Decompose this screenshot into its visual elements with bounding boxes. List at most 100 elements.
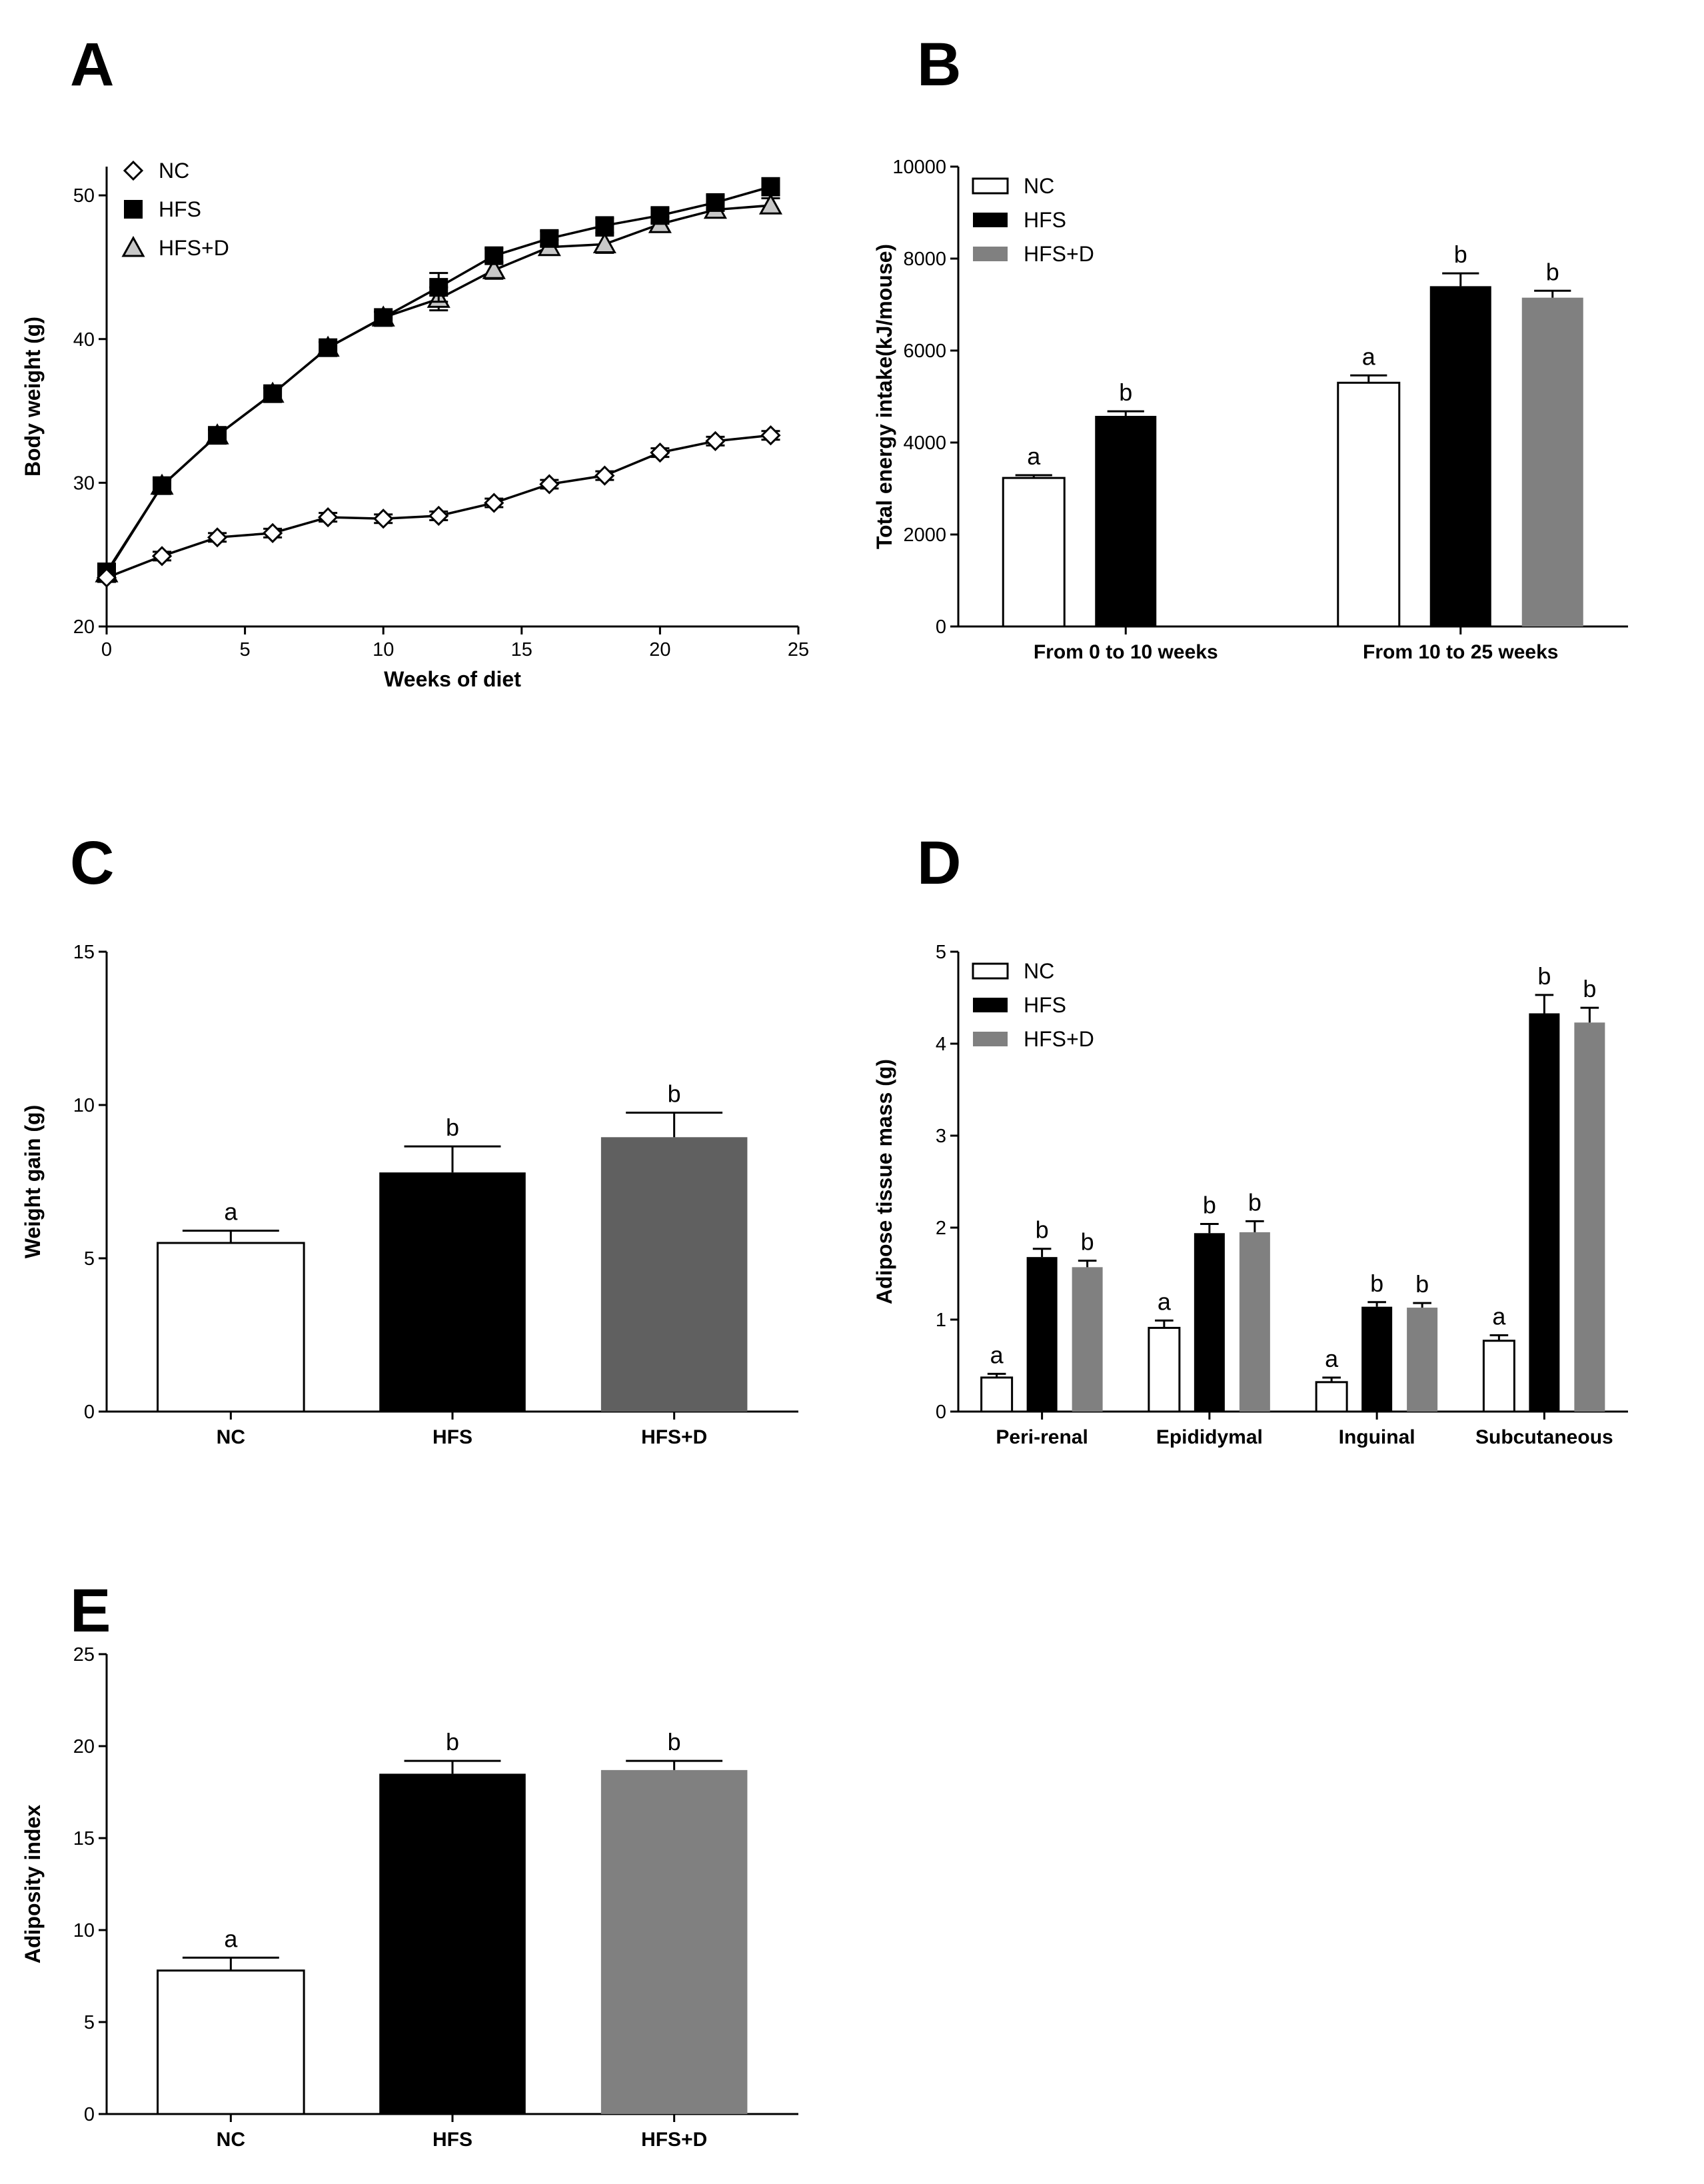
bar-nc-subcutaneous bbox=[1482, 1340, 1515, 1413]
data-point-hfs bbox=[374, 308, 393, 327]
bar-nc-from-10-to-25-weeks bbox=[1337, 381, 1401, 628]
y-tick-label: 4 bbox=[936, 1034, 946, 1055]
significance-label: a bbox=[224, 1198, 238, 1226]
significance-label: a bbox=[224, 1925, 238, 1952]
significance-label: a bbox=[1325, 1345, 1339, 1372]
y-axis-title: Adiposity index bbox=[21, 1805, 45, 1963]
legend-swatch-hfs-d bbox=[973, 247, 1008, 261]
chart-b-energy-intake: 0 2000 4000 6000 8000 10000 Total energy intak… bbox=[872, 157, 1628, 663]
data-point-hfs bbox=[540, 229, 559, 248]
x-category-label: From 0 to 10 weeks bbox=[1034, 641, 1218, 663]
panel-letter-d: D bbox=[917, 829, 961, 897]
legend-swatch-nc bbox=[972, 962, 1009, 980]
bar-hfs-epididymal bbox=[1194, 1233, 1225, 1412]
bar-hfs-d bbox=[600, 1769, 748, 2114]
bar-nc-inguinal bbox=[1315, 1381, 1348, 1413]
x-tick-label: 20 bbox=[649, 639, 670, 660]
bar-hfs-inguinal bbox=[1361, 1306, 1393, 1412]
legend-swatch-hfs bbox=[973, 998, 1008, 1012]
y-tick-label: 0 bbox=[936, 1402, 946, 1423]
chart-e-adiposity-index: 0 5 10 15 20 25 Adiposity index NC a HFS b HFS+D b bbox=[21, 1644, 798, 2151]
significance-label: b bbox=[1415, 1270, 1429, 1298]
data-point-hfs bbox=[484, 246, 504, 265]
x-tick-label: 25 bbox=[788, 639, 809, 660]
significance-label: b bbox=[1119, 379, 1132, 406]
x-category-label: Peri-renal bbox=[996, 1426, 1088, 1448]
legend-label-hfs: HFS bbox=[1024, 993, 1066, 1017]
y-tick-label: 5 bbox=[84, 2012, 95, 2033]
y-tick-label: 10 bbox=[73, 1920, 95, 1941]
panel-letter-b: B bbox=[917, 31, 961, 99]
x-tick-label: 15 bbox=[511, 639, 532, 660]
bar-nc-epididymal bbox=[1148, 1326, 1181, 1413]
y-axis-title: Weight gain (g) bbox=[21, 1105, 45, 1258]
data-point-nc bbox=[96, 567, 117, 588]
y-axis-title: Body weight (g) bbox=[21, 317, 45, 477]
y-tick-label: 10 bbox=[73, 1095, 95, 1116]
x-category-label: HFS+D bbox=[641, 1426, 707, 1448]
legend-swatch-hfs bbox=[973, 213, 1008, 227]
panel-letter-e: E bbox=[70, 1577, 111, 1645]
bar-nc-from-0-to-10-weeks bbox=[1002, 477, 1066, 628]
significance-label: b bbox=[446, 1114, 459, 1141]
data-point-nc bbox=[484, 493, 504, 513]
legend-label-hfs: HFS bbox=[1024, 208, 1066, 232]
significance-label: a bbox=[990, 1341, 1004, 1368]
x-category-label: HFS bbox=[432, 2129, 472, 2151]
y-tick-label: 15 bbox=[73, 1828, 95, 1849]
legend-swatch-hfs-d bbox=[973, 1032, 1008, 1046]
panel-letter-a: A bbox=[70, 31, 114, 99]
x-axis-title: Weeks of diet bbox=[384, 667, 521, 691]
bar-hfs-from-0-to-10-weeks bbox=[1095, 415, 1157, 626]
legend-label-hfs: HFS bbox=[159, 197, 201, 221]
data-point-nc bbox=[705, 431, 726, 451]
significance-label: b bbox=[1537, 962, 1551, 990]
x-tick-label: 0 bbox=[101, 639, 112, 660]
significance-label: b bbox=[1583, 975, 1596, 1002]
panel-letter-c: C bbox=[70, 829, 114, 897]
data-point-nc bbox=[262, 523, 283, 543]
data-point-hfs-d bbox=[592, 232, 616, 253]
legend-label-hfs-d: HFS+D bbox=[1024, 242, 1094, 266]
legend-label-hfs-d: HFS+D bbox=[1024, 1027, 1094, 1051]
significance-label: a bbox=[1362, 343, 1376, 370]
data-point-nc bbox=[318, 507, 339, 528]
x-category-label: NC bbox=[217, 1426, 245, 1448]
significance-label: b bbox=[1454, 241, 1467, 268]
chart-c-weight-gain: 0 5 10 15 Weight gain (g) NC a HFS b HFS+D b bbox=[21, 942, 798, 1448]
significance-label: b bbox=[668, 1728, 681, 1755]
significance-label: b bbox=[446, 1728, 459, 1755]
legend-label-nc: NC bbox=[1024, 959, 1054, 983]
significance-label: b bbox=[1370, 1270, 1383, 1297]
significance-label: a bbox=[1158, 1288, 1172, 1315]
significance-label: b bbox=[1546, 258, 1559, 285]
data-point-nc bbox=[373, 509, 394, 529]
data-point-hfs bbox=[429, 278, 448, 297]
x-category-label: Epididymal bbox=[1156, 1426, 1263, 1448]
bar-hfs-from-10-to-25-weeks bbox=[1429, 286, 1491, 626]
y-tick-label: 30 bbox=[73, 473, 95, 494]
significance-label: a bbox=[1027, 443, 1041, 470]
x-category-label: NC bbox=[217, 2129, 245, 2151]
y-tick-label: 2 bbox=[936, 1218, 946, 1239]
series-nc bbox=[96, 425, 781, 588]
significance-label: b bbox=[1203, 1191, 1216, 1218]
significance-label: b bbox=[1036, 1216, 1049, 1244]
bar-hfs-d bbox=[600, 1137, 748, 1412]
data-point-hfs bbox=[761, 177, 780, 197]
data-point-hfs-d bbox=[758, 193, 783, 215]
y-tick-label: 40 bbox=[73, 329, 95, 351]
y-tick-label: 5 bbox=[936, 942, 946, 963]
y-tick-label: 20 bbox=[73, 1736, 95, 1757]
chart-d-adipose-mass: 0 1 2 3 4 5 Adipose tissue mass (g) Peri-renal a… bbox=[872, 942, 1628, 1448]
y-tick-label: 20 bbox=[73, 616, 95, 638]
bar-hfs-d-peri-renal bbox=[1072, 1267, 1103, 1412]
x-category-label: Subcutaneous bbox=[1475, 1426, 1613, 1448]
legend-swatch-nc bbox=[972, 177, 1009, 195]
chart-a-body-weight: 20 30 40 50 Body weight (g) 0 5 10 15 20 25 Weeks o… bbox=[21, 159, 809, 691]
x-tick-label: 10 bbox=[373, 639, 394, 660]
y-tick-label: 6000 bbox=[903, 341, 946, 362]
x-category-label: From 10 to 25 weeks bbox=[1363, 641, 1558, 663]
y-tick-label: 0 bbox=[936, 616, 946, 638]
